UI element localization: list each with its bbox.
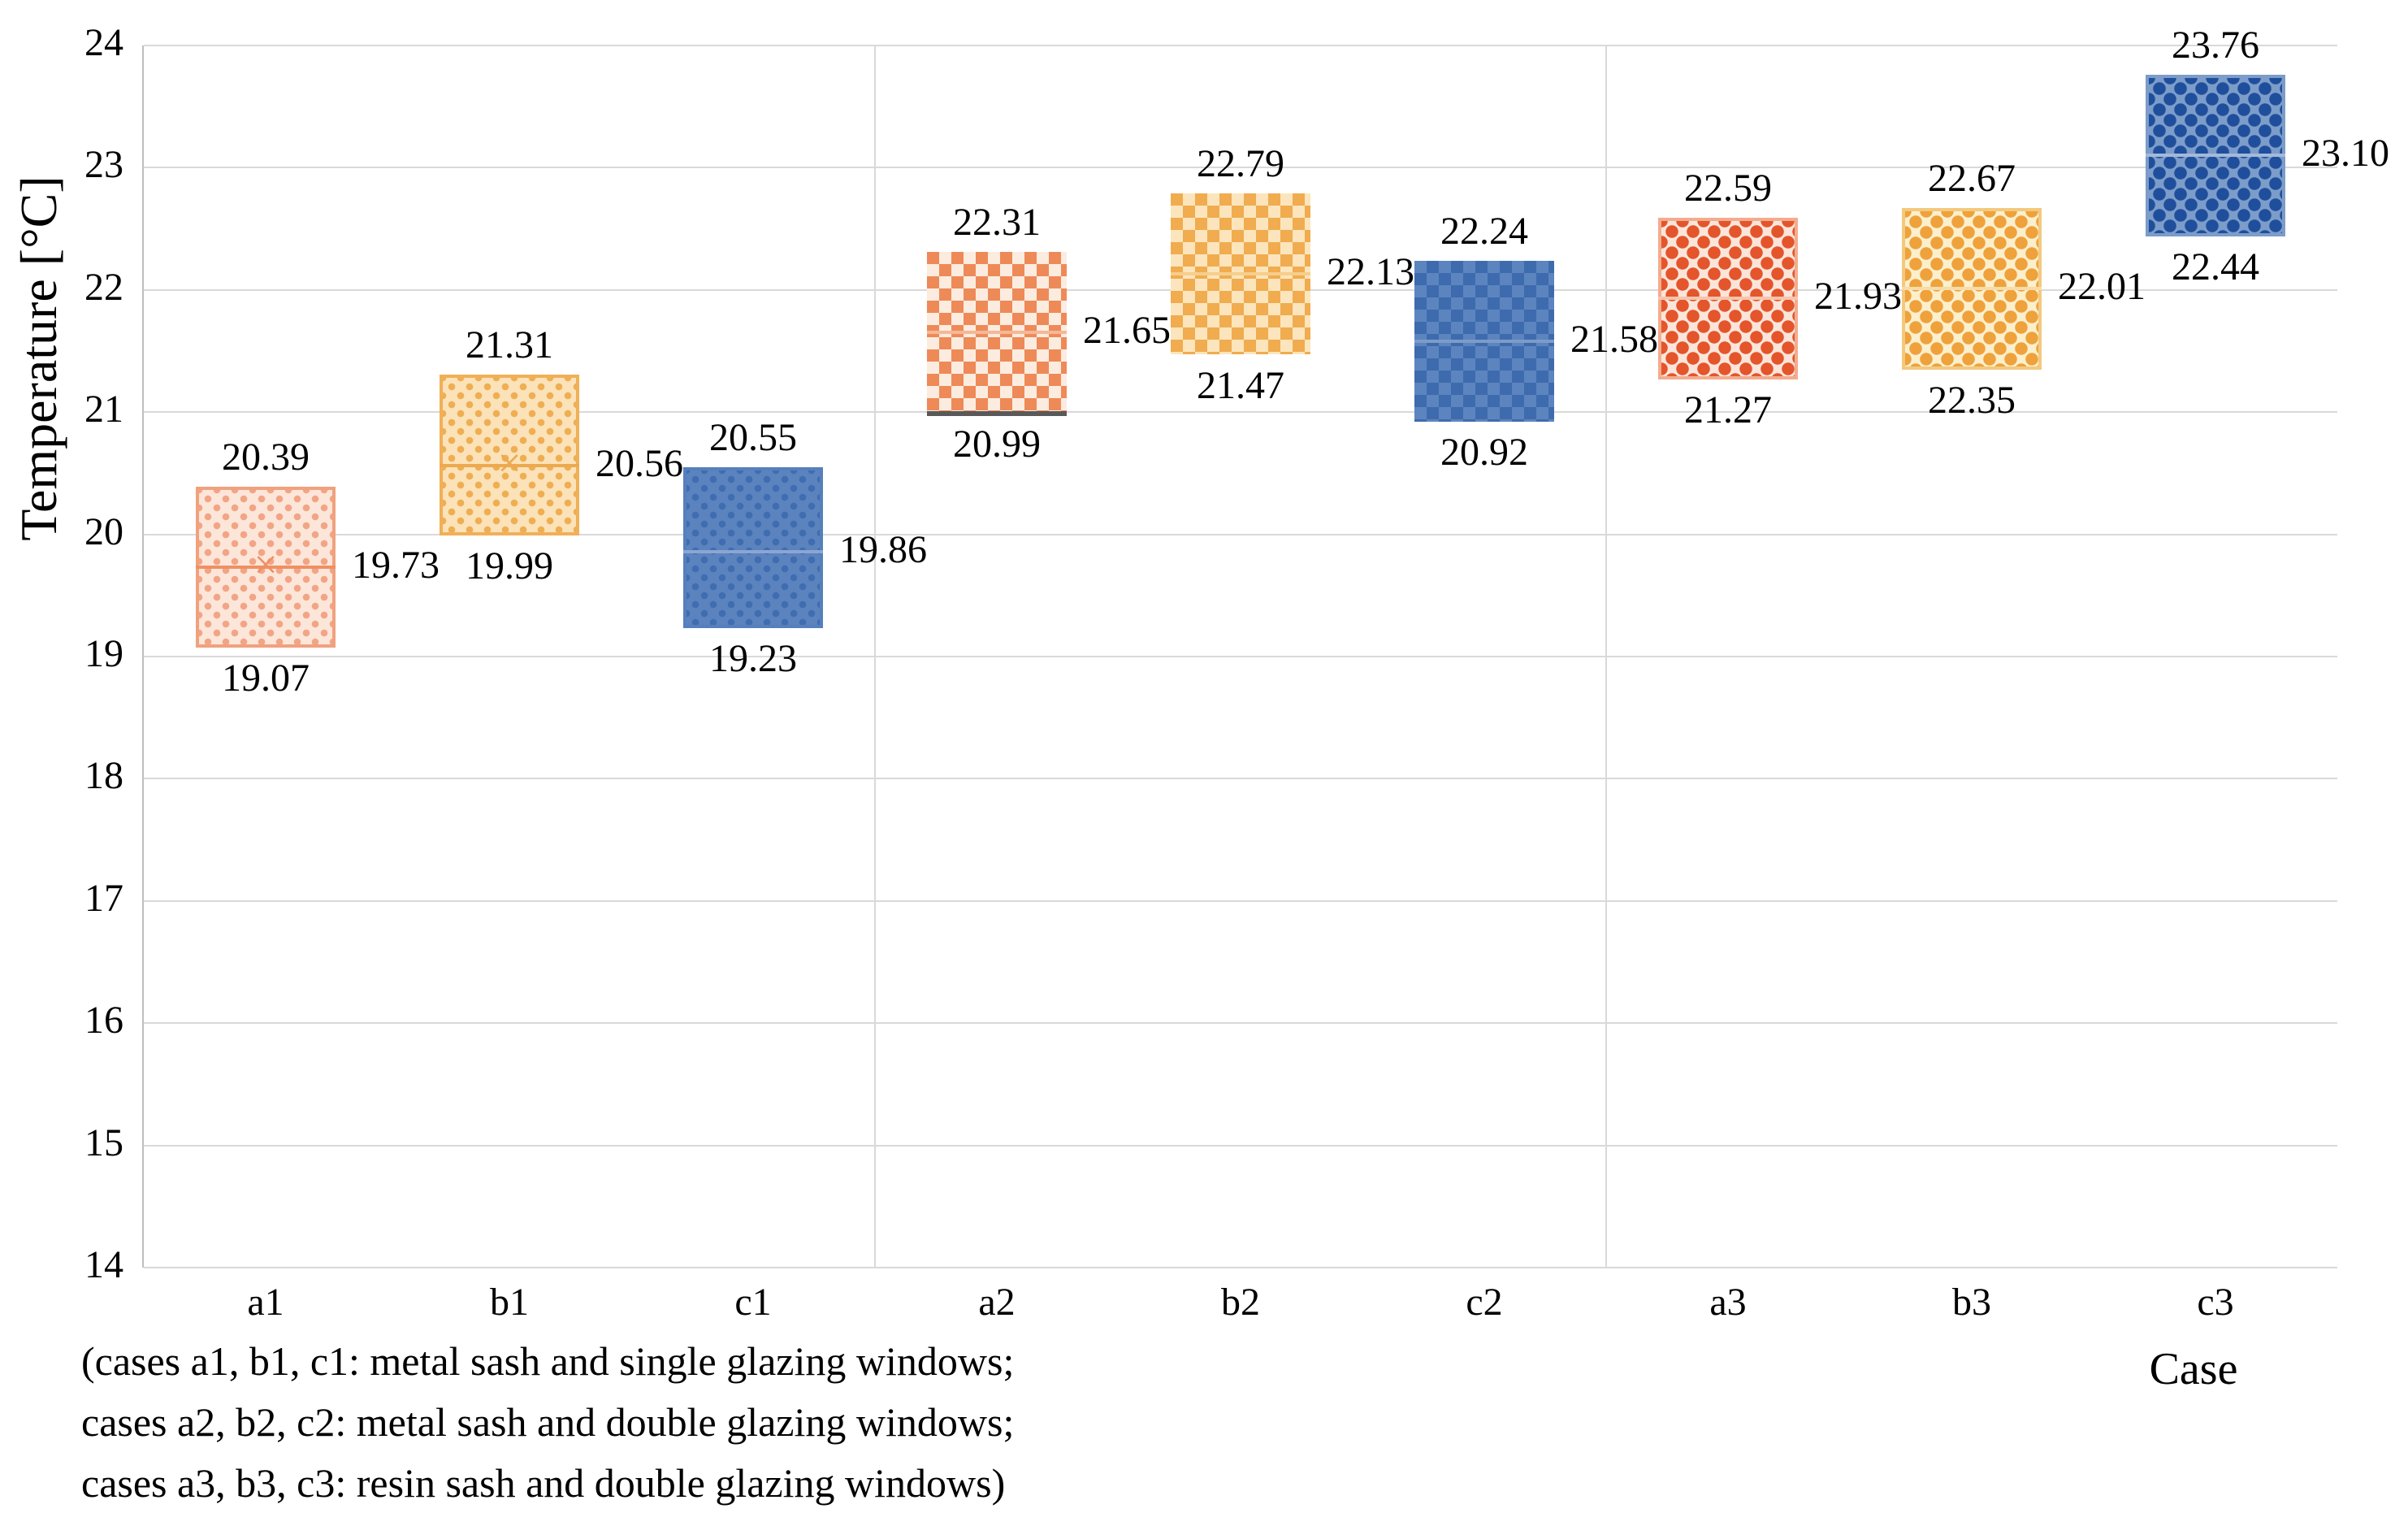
bar-max-label-b2: 22.79 xyxy=(1197,141,1284,185)
y-tick-label: 20 xyxy=(84,510,123,553)
x-tick-label-c1: c1 xyxy=(734,1281,772,1324)
bar-max-label-a3: 22.59 xyxy=(1684,167,1772,210)
y-tick-label: 14 xyxy=(84,1243,123,1286)
bar-max-label-c3: 23.76 xyxy=(2172,24,2259,67)
x-tick-label-b2: b2 xyxy=(1221,1281,1260,1324)
bar-max-label-c2: 22.24 xyxy=(1440,209,1528,253)
group-separator-line xyxy=(874,46,876,1268)
x-tick-label-b3: b3 xyxy=(1952,1281,1991,1324)
mean-line-a3 xyxy=(1658,297,1798,301)
y-tick-label: 23 xyxy=(84,143,123,186)
bar-max-label-c1: 20.55 xyxy=(709,415,797,459)
y-gridline xyxy=(144,411,2337,413)
y-tick-label: 24 xyxy=(84,21,123,64)
bar-mean-label-c3: 23.10 xyxy=(2302,132,2389,176)
bar-mean-label-b3: 22.01 xyxy=(2058,265,2146,309)
bar-min-label-b2: 21.47 xyxy=(1197,363,1284,407)
y-gridline xyxy=(144,534,2337,535)
bar-mean-label-a2: 21.65 xyxy=(1083,309,1171,353)
y-gridline xyxy=(144,656,2337,657)
bar-min-label-c1: 19.23 xyxy=(709,637,797,681)
y-tick-label: 15 xyxy=(84,1121,123,1164)
bar-max-label-b3: 22.67 xyxy=(1928,157,2016,201)
bar-mean-label-b1: 20.56 xyxy=(596,442,683,486)
bar-bottom-edge-a2 xyxy=(927,410,1067,416)
y-gridline xyxy=(144,778,2337,779)
bar-min-label-c2: 20.92 xyxy=(1440,431,1528,475)
mean-line-b2 xyxy=(1171,272,1310,276)
footnote-line-1: (cases a1, b1, c1: metal sash and single… xyxy=(81,1338,1015,1384)
footnote: (cases a1, b1, c1: metal sash and single… xyxy=(81,1331,1625,1514)
bar-mean-label-a3: 21.93 xyxy=(1814,275,1902,319)
x-tick-label-c2: c2 xyxy=(1466,1281,1503,1324)
y-tick-label: 22 xyxy=(84,266,123,309)
mean-line-b3 xyxy=(1902,287,2042,291)
bar-max-label-a1: 20.39 xyxy=(222,435,310,479)
bar-mean-label-b2: 22.13 xyxy=(1327,250,1414,294)
bar-mean-label-a1: 19.73 xyxy=(352,544,440,587)
mean-line-c1 xyxy=(683,549,823,553)
bar-min-label-a2: 20.99 xyxy=(953,422,1041,466)
bar-min-label-c3: 22.44 xyxy=(2172,245,2259,288)
bar-max-label-a2: 22.31 xyxy=(953,201,1041,245)
y-gridline xyxy=(144,900,2337,902)
y-axis-line xyxy=(142,46,144,1268)
bar-min-label-a1: 19.07 xyxy=(222,657,310,700)
y-tick-label: 17 xyxy=(84,877,123,920)
x-tick-label-a2: a2 xyxy=(978,1281,1016,1324)
y-gridline xyxy=(144,1267,2337,1268)
x-axis-title: Case xyxy=(2149,1344,2238,1394)
bar-b1 xyxy=(440,374,579,536)
bar-min-label-a3: 21.27 xyxy=(1684,388,1772,431)
mean-marker-b1: × xyxy=(497,440,522,488)
mean-line-c3 xyxy=(2146,154,2285,158)
bar-min-label-b1: 19.99 xyxy=(466,544,553,588)
y-tick-label: 19 xyxy=(84,632,123,675)
bar-c1 xyxy=(683,466,823,629)
y-gridline xyxy=(144,1022,2337,1024)
x-tick-label-c3: c3 xyxy=(2197,1281,2234,1324)
bar-mean-label-c1: 19.86 xyxy=(839,527,927,571)
y-gridline xyxy=(144,167,2337,168)
footnote-line-3: cases a3, b3, c3: resin sash and double … xyxy=(81,1460,1006,1506)
bar-min-label-b3: 22.35 xyxy=(1928,378,2016,422)
bar-max-label-b1: 21.31 xyxy=(466,323,553,366)
mean-line-b1 xyxy=(440,464,579,468)
y-tick-label: 21 xyxy=(84,388,123,431)
footnote-line-2: cases a2, b2, c2: metal sash and double … xyxy=(81,1399,1015,1445)
mean-line-c2 xyxy=(1414,339,1554,343)
y-gridline xyxy=(144,45,2337,46)
y-tick-label: 16 xyxy=(84,999,123,1042)
x-tick-label-b1: b1 xyxy=(490,1281,529,1324)
mean-marker-a1: × xyxy=(253,542,278,589)
bar-mean-label-c2: 21.58 xyxy=(1570,317,1658,361)
y-gridline xyxy=(144,1145,2337,1147)
y-tick-label: 18 xyxy=(84,754,123,797)
x-tick-label-a1: a1 xyxy=(247,1281,284,1324)
x-tick-label-a3: a3 xyxy=(1709,1281,1747,1324)
group-separator-line xyxy=(1605,46,1607,1268)
mean-line-a2 xyxy=(927,331,1067,335)
mean-line-a1 xyxy=(196,566,336,570)
